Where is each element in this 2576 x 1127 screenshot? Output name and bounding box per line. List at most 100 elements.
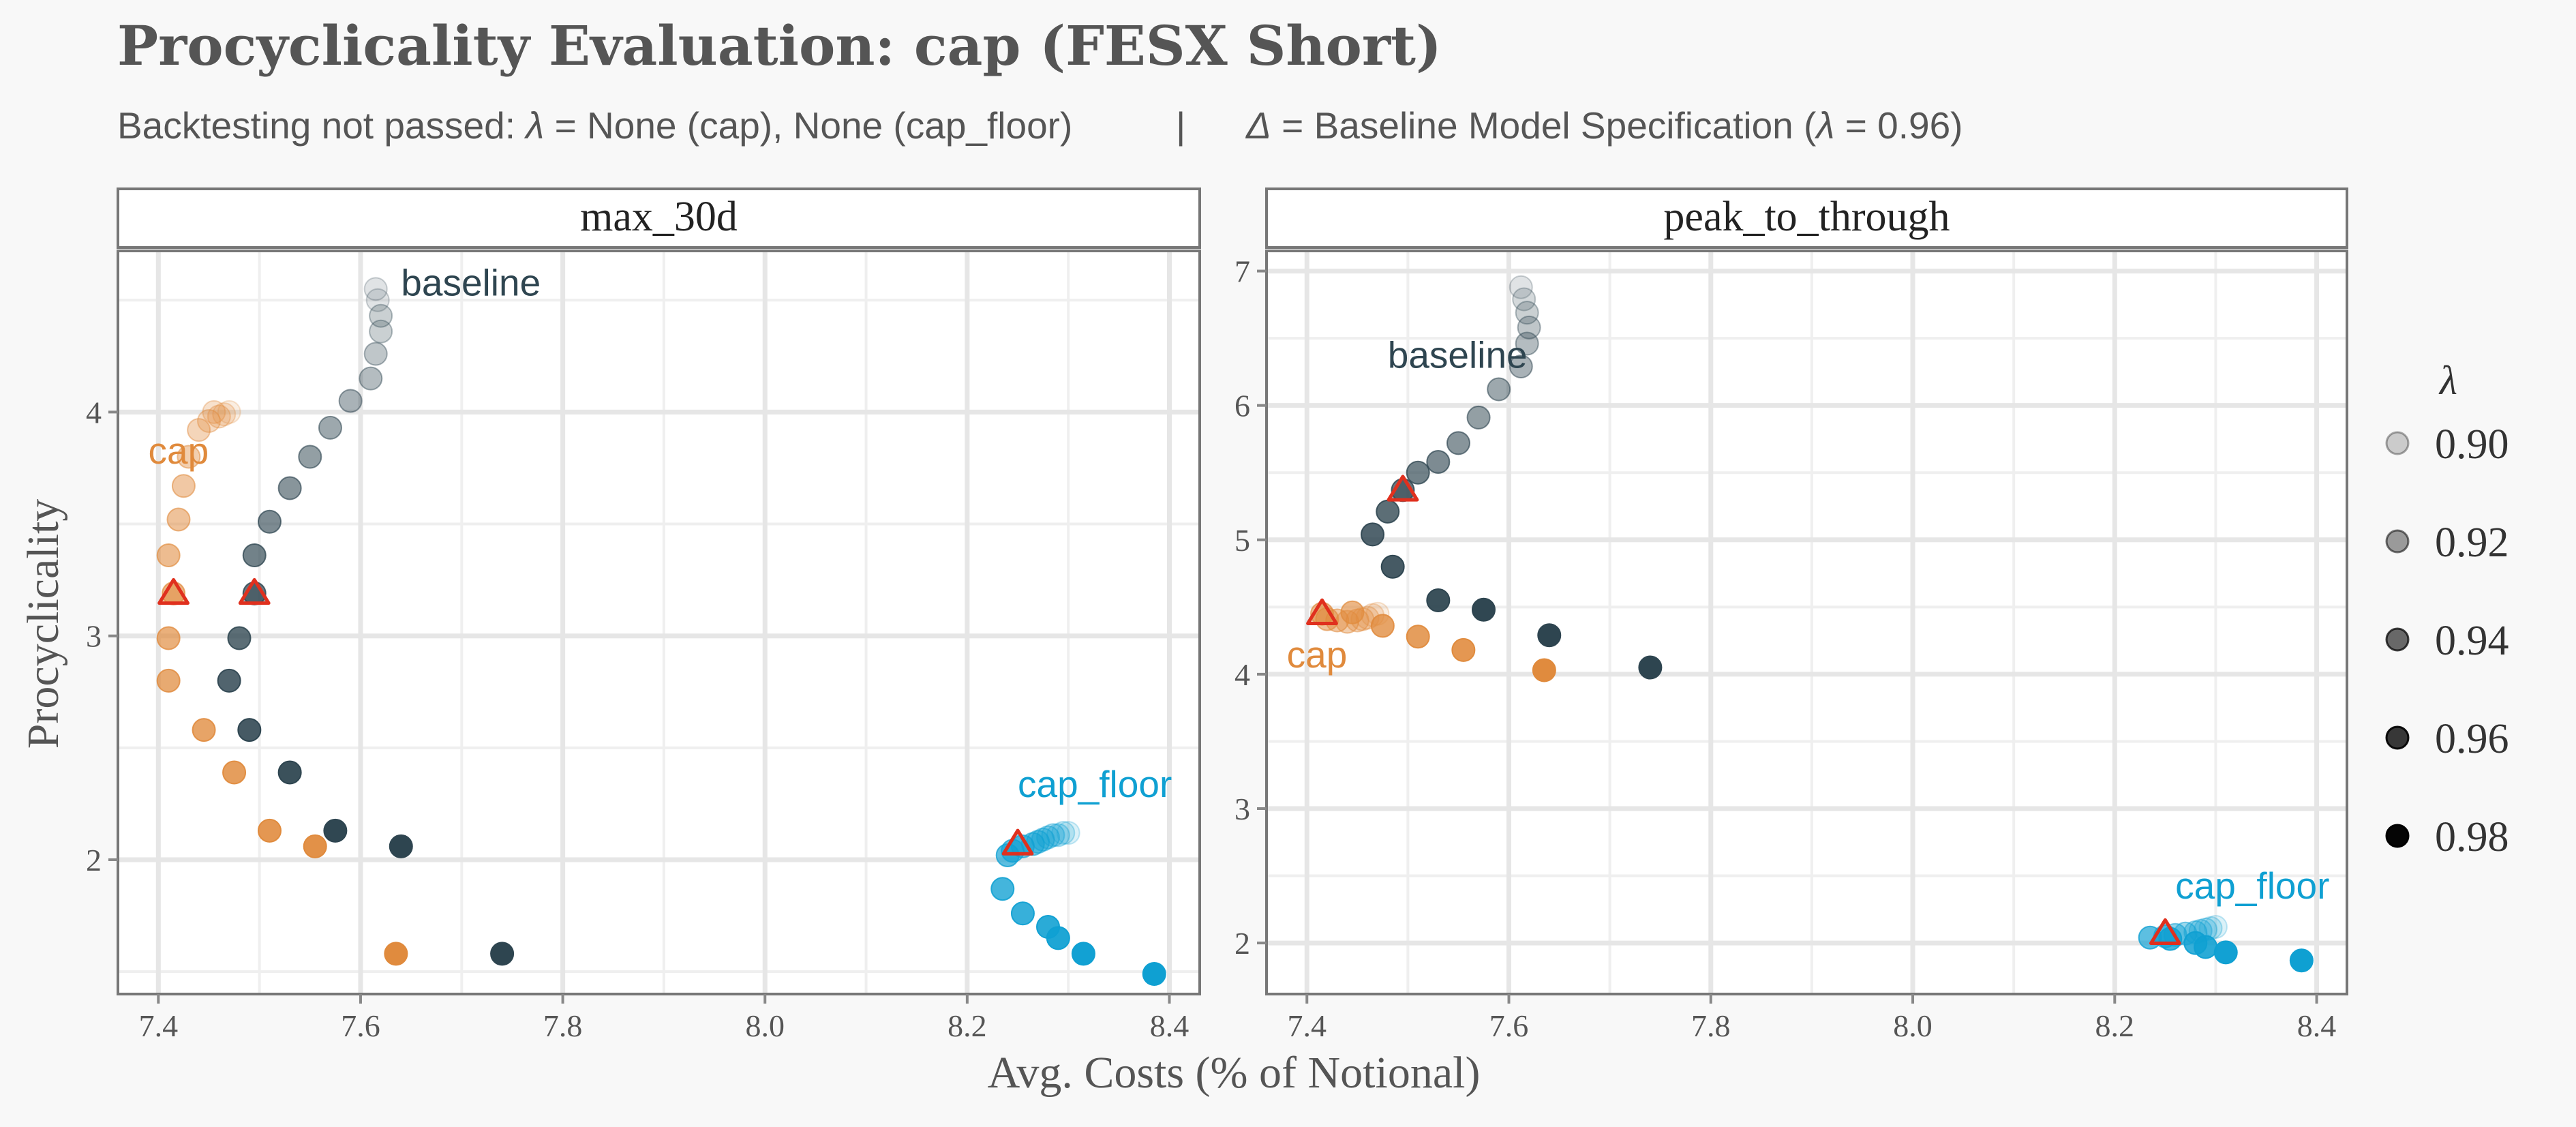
data-point-cap-floor [990,877,1015,901]
subtitle-baseline-text: = Baseline Model Specification ( [1271,104,1816,147]
data-point-cap [171,474,196,498]
legend-entry: 0.96 [2385,716,2509,762]
legend-label: 0.92 [2435,520,2509,566]
baseline-spec-marker-cap-floor [2149,918,2181,946]
legend-swatch [2385,824,2410,848]
legend-entry: 0.92 [2385,520,2509,566]
baseline-spec-marker-baseline [1387,475,1419,502]
data-point-baseline [1638,655,1663,680]
y-tick-label: 4 [1234,657,1250,692]
data-point-baseline [363,342,388,366]
subtitle-no-pass-text: = None (cap), None (cap_floor) [544,104,1072,147]
data-point-cap [192,718,216,742]
data-point-cap [202,400,226,424]
strip-label-peak-to-through: peak_to_through [1663,194,1950,240]
x-tick-label: 8.2 [2095,1008,2135,1043]
data-point-cap [166,507,191,532]
data-point-baseline [338,389,363,413]
chart-subtitle: Backtesting not passed: λ = None (cap), … [117,104,1963,147]
x-tick-label: 7.8 [1691,1008,1731,1043]
data-point-baseline [369,319,393,344]
legend-swatch [2385,627,2410,652]
data-point-cap-floor [2194,935,2218,959]
data-point-baseline [359,366,383,391]
legend: λ 0.90 0.92 0.94 0.96 0.98 [2385,358,2509,860]
data-point-baseline [1426,588,1451,612]
data-point-cap [257,818,282,843]
data-point-baseline [389,834,413,858]
data-point-cap [1451,637,1476,662]
data-point-cap-floor [2213,940,2238,965]
x-tick-label: 8.0 [745,1008,785,1043]
x-tick-label: 7.8 [543,1008,583,1043]
y-tick-label: 4 [86,395,102,430]
panel-peak-to-through: peak_to_through baseline cap cap_floor 2 3 4 5 6… [1234,187,2348,1043]
y-tick-label: 6 [1234,389,1250,423]
data-point-cap [207,404,231,429]
data-point-baseline [277,476,302,500]
data-point-cap-floor [1046,926,1070,950]
series-label-cap-floor: cap_floor [1018,763,1172,805]
data-point-baseline [217,668,241,693]
y-tick-label: 3 [1234,792,1250,826]
data-point-baseline [1466,405,1491,430]
data-point-baseline [318,415,342,440]
legend-title: λ [2438,358,2457,403]
x-axis-title: Avg. Costs (% of Notional) [988,1048,1481,1098]
subtitle-lambda-symbol-2: λ [1814,104,1834,147]
subtitle-prefix: Backtesting not passed: [117,104,526,147]
data-point-cap-floor [1056,821,1080,845]
data-point-cap-floor [1142,961,1166,986]
data-point-baseline [1512,287,1536,312]
series-label-baseline: baseline [1388,333,1528,376]
subtitle-baseline-value: = 0.96) [1834,104,1963,147]
x-tick-label: 8.4 [1150,1008,1189,1043]
data-point-baseline [298,445,322,469]
x-tick-label: 8.2 [948,1008,987,1043]
legend-label: 0.90 [2435,421,2509,468]
x-tick-label: 8.4 [2297,1008,2337,1043]
legend-entry: 0.98 [2385,814,2509,860]
legend-entry: 0.90 [2385,421,2509,468]
data-point-baseline [323,818,348,843]
data-point-baseline [1487,377,1511,402]
data-point-baseline [257,509,282,534]
data-point-cap [222,760,247,785]
baseline-spec-marker-baseline [238,577,271,605]
data-point-cap [187,418,211,442]
data-point-cap [156,626,181,650]
data-point-baseline [1537,623,1562,648]
series-label-cap: cap [148,430,209,472]
x-tick-label: 7.6 [341,1008,380,1043]
x-tick-label: 7.4 [1288,1008,1327,1043]
data-point-cap [303,834,327,858]
subtitle-delta-symbol: Δ [1245,104,1271,147]
data-point-cap [177,445,201,469]
data-point-cap [1370,614,1395,638]
data-point-baseline [1426,449,1451,474]
data-point-baseline [1446,431,1470,455]
data-point-baseline [1509,355,1533,379]
data-point-cap [1406,625,1430,649]
data-point-baseline [490,942,515,966]
data-point-baseline [1509,275,1533,299]
data-point-baseline [1361,522,1385,547]
data-point-baseline [1471,597,1496,622]
data-point-baseline [277,760,302,785]
panel-max-30d: max_30d baseline cap cap_floor 2 3 4 7.4 7.6 7.8 8… [86,187,1201,1043]
subtitle-separator: | [1176,104,1185,147]
legend-swatch [2385,431,2410,455]
y-tick-label: 3 [86,619,102,654]
data-point-baseline [363,277,388,301]
baseline-spec-marker-cap [157,577,190,605]
y-tick-label: 2 [1234,926,1250,961]
data-point-cap-floor [2203,914,2228,939]
plot-area-peak-to-through [1267,251,2347,994]
y-tick-label: 2 [86,843,102,877]
data-point-cap [156,668,181,693]
data-point-baseline [1380,554,1405,579]
y-tick-label: 5 [1234,523,1250,558]
data-point-cap [1340,600,1365,625]
data-point-cap-floor [1010,901,1035,926]
plot-area-max-30d [118,251,1200,994]
